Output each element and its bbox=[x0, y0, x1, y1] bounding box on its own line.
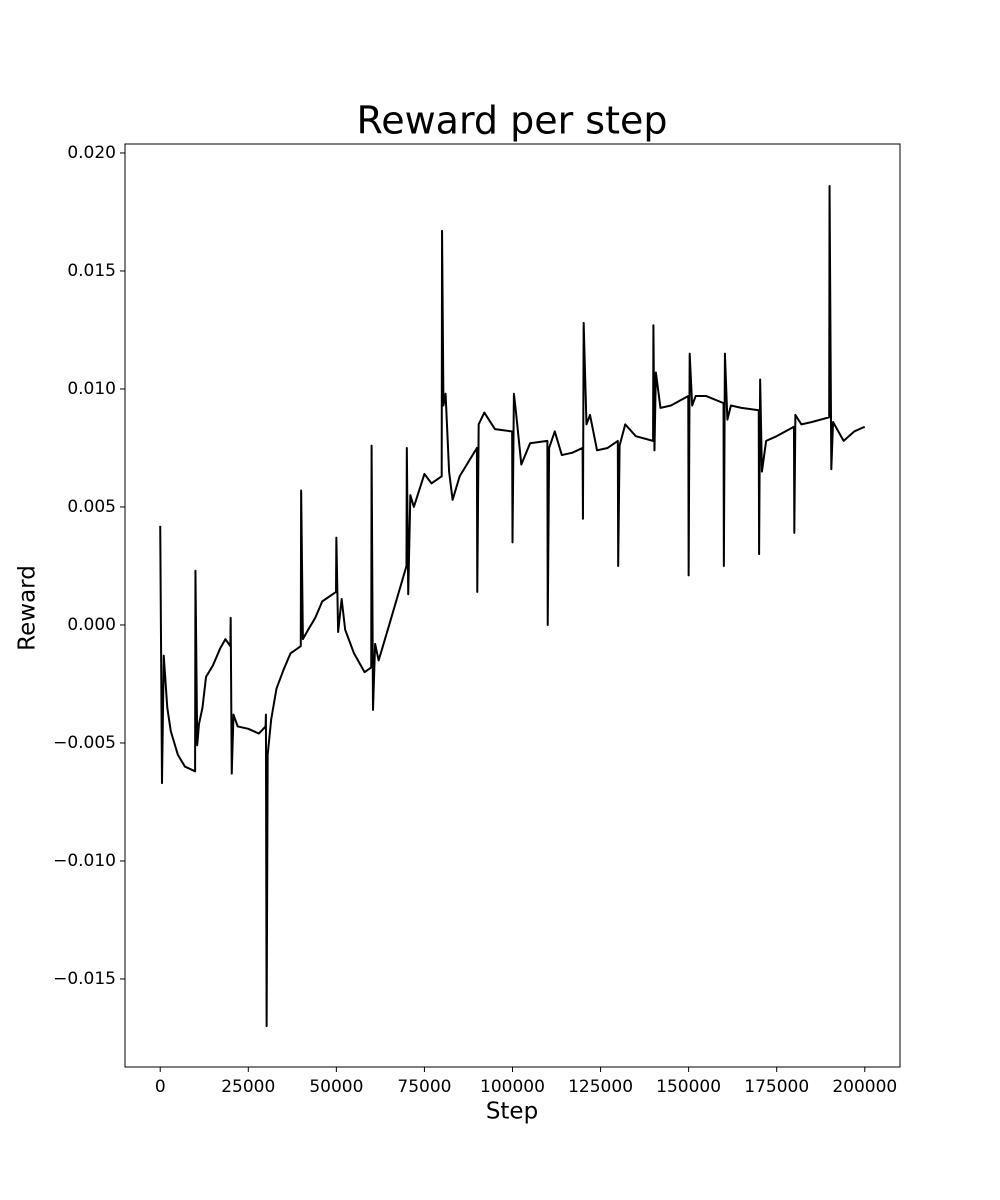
y-tick-label: −0.010 bbox=[53, 851, 116, 871]
x-axis-label: Step bbox=[486, 1099, 538, 1125]
plot-frame bbox=[124, 143, 901, 1068]
x-tick-label: 150000 bbox=[656, 1077, 721, 1097]
x-tick-label: 200000 bbox=[832, 1077, 897, 1097]
x-tick-label: 100000 bbox=[480, 1077, 545, 1097]
y-axis-label: Reward bbox=[15, 565, 41, 651]
y-tick-label: −0.015 bbox=[53, 969, 116, 989]
x-tick-label: 175000 bbox=[744, 1077, 809, 1097]
data-line bbox=[159, 185, 866, 1028]
chart-title: Reward per step bbox=[357, 99, 668, 143]
x-tick-label: 50000 bbox=[309, 1077, 363, 1097]
y-tick-label: 0.015 bbox=[67, 261, 116, 281]
y-tick-label: 0.020 bbox=[67, 143, 116, 163]
x-tick-label: 125000 bbox=[568, 1077, 633, 1097]
y-tick-label: 0.005 bbox=[67, 497, 116, 517]
x-tick-label: 0 bbox=[155, 1077, 166, 1097]
y-tick-label: 0.000 bbox=[67, 615, 116, 635]
x-tick-label: 75000 bbox=[397, 1077, 451, 1097]
y-tick-label: −0.005 bbox=[53, 733, 116, 753]
y-tick-label: 0.010 bbox=[67, 379, 116, 399]
x-tick-label: 25000 bbox=[221, 1077, 275, 1097]
